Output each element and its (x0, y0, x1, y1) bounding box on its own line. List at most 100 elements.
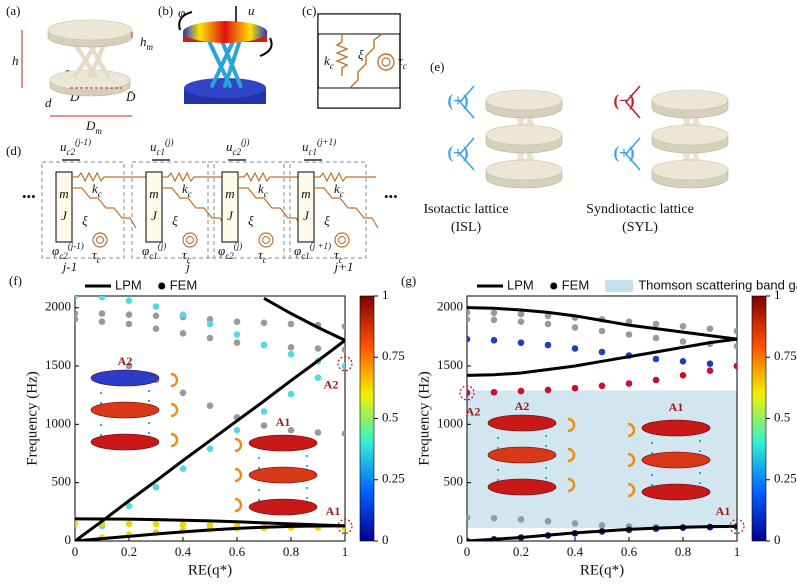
coupling-label: ξ (172, 213, 178, 228)
disp-label: uc2(j-1) (60, 137, 91, 157)
inset-disc (90, 401, 160, 419)
disp-label: uc1(j+1) (302, 137, 336, 157)
fem-point (467, 316, 471, 323)
fem-point (314, 374, 322, 381)
fem-point (341, 323, 345, 330)
label-part: (j-1) (75, 137, 91, 147)
fem-point (679, 338, 687, 345)
legend-label: FEM (170, 277, 197, 292)
dim-label: hm (140, 34, 154, 52)
annotation-marker (337, 518, 353, 535)
label-part: c (263, 255, 267, 265)
panel-label: (a) (6, 3, 20, 18)
cell-index: j (184, 259, 190, 274)
inertia-label: J (227, 208, 234, 223)
fem-point (233, 331, 241, 338)
label-part: c (187, 255, 191, 265)
y-tick-label: 1500 (45, 357, 71, 372)
inset-arrow (627, 422, 636, 438)
disc-top (485, 124, 563, 146)
stiffness-label: kc (324, 53, 334, 71)
fem-point (75, 316, 79, 323)
y-axis-label: Frequency (Hz) (24, 371, 40, 466)
torsion-label: τc (334, 247, 343, 265)
label-part: m (147, 42, 154, 52)
fem-point (125, 320, 133, 328)
rot-label: φc1(j +1) (294, 241, 331, 261)
inset-disc (248, 498, 318, 516)
label-part: c (403, 61, 407, 71)
cell-frame (131, 161, 215, 259)
fem-point (125, 311, 133, 318)
fem-point (598, 521, 606, 529)
label-part: τ (182, 247, 188, 262)
lpm-line (263, 297, 345, 342)
mass-label: m (59, 186, 68, 201)
label-part: c1 (149, 251, 158, 261)
fem-point (206, 316, 214, 323)
label-part: c (339, 255, 343, 265)
coupling-label: ξ (248, 213, 254, 228)
inset-disc (487, 446, 557, 464)
plot-frame (74, 295, 346, 542)
inset-disc (487, 478, 557, 496)
label-part: (j) (241, 137, 250, 147)
y-tick-label: 500 (52, 474, 72, 489)
fem-point (490, 316, 498, 324)
fem-point (706, 325, 714, 332)
fem-point (152, 484, 160, 491)
coil (377, 53, 395, 71)
fem-point (706, 360, 714, 367)
inset-label: A2 (118, 354, 133, 368)
rot-arrow (259, 37, 273, 57)
legend-label: LPM (115, 277, 142, 292)
fem-point (679, 323, 687, 330)
strut (223, 40, 242, 88)
label-part: c2 (67, 147, 76, 157)
fem-point (152, 303, 160, 310)
annotation-marker (729, 518, 745, 535)
inset-disc (641, 419, 711, 437)
coil (95, 235, 105, 245)
label-part: c (330, 61, 334, 71)
fem-point (341, 430, 345, 437)
panel-label: (b) (158, 3, 173, 18)
fem-point (544, 517, 552, 525)
colorbar-label: 0.5 (382, 409, 398, 424)
fem-point (233, 318, 241, 325)
colorbar (359, 295, 375, 542)
label-part: φ (142, 243, 149, 258)
coupling-label: ξ (358, 47, 364, 62)
inset-arrow (234, 437, 243, 453)
fem-point (152, 520, 160, 528)
fem-point (679, 372, 687, 379)
label-part: k (182, 181, 188, 196)
fem-point (544, 341, 552, 349)
annotation-marker (459, 385, 475, 401)
coil (182, 232, 198, 248)
legend-label: Thomson scattering band gap (638, 277, 797, 292)
label-part: τ (398, 53, 404, 68)
mass-block (221, 171, 239, 243)
fem-point (206, 402, 214, 409)
colorbar-label: 0.5 (774, 409, 790, 424)
fem-point (490, 514, 498, 522)
displacement-label: u (248, 3, 255, 18)
fem-point (679, 358, 687, 365)
label-part: φ (218, 243, 225, 258)
x-tick-label: 0.4 (175, 544, 192, 559)
rotation-label: φ (178, 5, 185, 20)
x-tick-label: 0.6 (621, 544, 638, 559)
mass-label: m (149, 186, 158, 201)
ellipsis: ••• (384, 189, 398, 204)
mass-label: m (225, 186, 234, 201)
plot-area (75, 296, 345, 541)
disp-label: uc2(j) (226, 137, 250, 157)
fem-point (260, 319, 268, 327)
inset-disc (487, 414, 557, 432)
fem-point (179, 311, 187, 318)
label-part: (j +1) (310, 241, 331, 251)
fem-point (314, 345, 322, 352)
dim-label: D (69, 89, 80, 104)
inertia-label: J (61, 208, 68, 223)
